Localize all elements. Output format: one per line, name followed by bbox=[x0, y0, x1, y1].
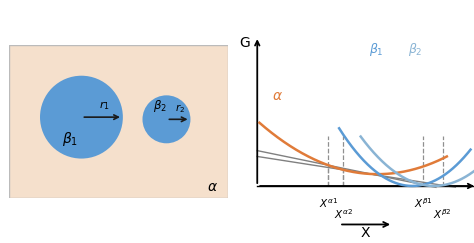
Text: $X^{\beta1}$: $X^{\beta1}$ bbox=[414, 196, 433, 210]
Text: $r_1$: $r_1$ bbox=[99, 100, 109, 112]
Text: $\alpha$: $\alpha$ bbox=[207, 180, 218, 194]
Circle shape bbox=[143, 95, 191, 143]
Text: G: G bbox=[239, 36, 250, 50]
Text: $X^{\beta2}$: $X^{\beta2}$ bbox=[433, 207, 452, 221]
FancyBboxPatch shape bbox=[9, 45, 228, 198]
Text: $\beta_2$: $\beta_2$ bbox=[408, 41, 423, 58]
Text: $\beta_1$: $\beta_1$ bbox=[369, 41, 384, 58]
Text: $X^{\alpha1}$: $X^{\alpha1}$ bbox=[319, 196, 338, 210]
Text: $X^{\alpha2}$: $X^{\alpha2}$ bbox=[334, 207, 353, 221]
Text: $r_2$: $r_2$ bbox=[174, 103, 185, 115]
Text: $\beta_1$: $\beta_1$ bbox=[63, 130, 79, 148]
Text: $\beta_2$: $\beta_2$ bbox=[153, 98, 167, 114]
Text: $\alpha$: $\alpha$ bbox=[273, 89, 283, 104]
Circle shape bbox=[40, 76, 123, 159]
Text: X: X bbox=[360, 226, 370, 240]
